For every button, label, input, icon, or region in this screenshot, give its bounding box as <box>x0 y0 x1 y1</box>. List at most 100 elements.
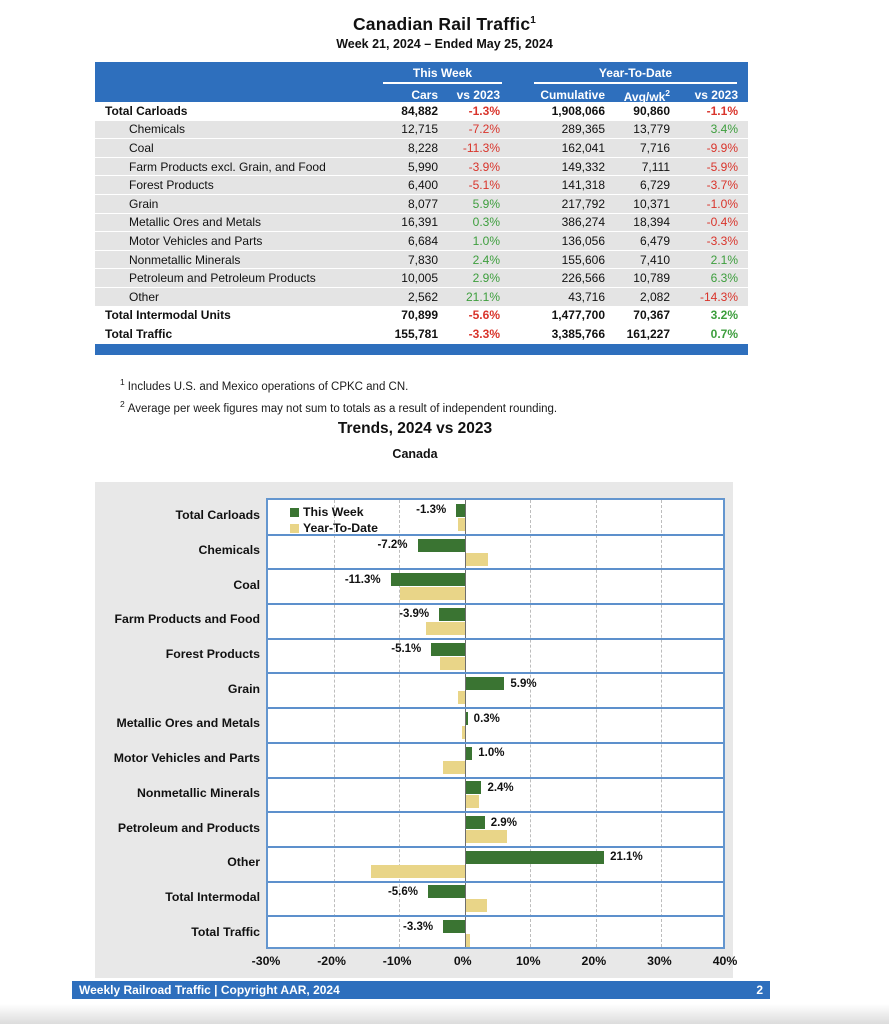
cell-ytd-vs-2023: 2.1% <box>710 252 738 267</box>
gridline <box>595 500 597 947</box>
cell-ytd-vs-2023: -14.3% <box>699 289 738 304</box>
column-header-avg-wk: Avg/wk2 <box>623 88 670 104</box>
group-header-year-to-date: Year-To-Date <box>534 65 737 84</box>
cell-ytd-vs-2023: -5.9% <box>706 159 738 174</box>
gridline <box>399 500 401 947</box>
cell-ytd-vs-2023: -1.1% <box>706 103 738 118</box>
row-separator <box>268 845 723 848</box>
page-footer: Weekly Railroad Traffic | Copyright AAR,… <box>72 981 770 999</box>
bar-year-to-date <box>465 899 487 913</box>
table-row: Other 2,562 21.1% 43,716 2,082 -14.3% <box>95 287 748 306</box>
bar-this-week <box>465 746 473 760</box>
cell-cars: 16,391 <box>401 215 438 230</box>
cell-avg-wk: 2,082 <box>639 289 670 304</box>
table-body: Total Carloads 84,882 -1.3% 1,908,066 90,860… <box>95 102 748 343</box>
page-title-text: Canadian Rail Traffic <box>352 14 531 34</box>
category-label: Motor Vehicles and Parts <box>113 751 260 766</box>
cell-ytd-vs-2023: 3.2% <box>710 308 738 323</box>
footer-page-number: 2 <box>756 983 763 997</box>
legend-item: Year-To-Date <box>290 520 378 536</box>
bar-value-label: 5.9% <box>510 677 537 690</box>
cell-week-vs-2023: -7.2% <box>468 122 500 137</box>
bar-this-week <box>465 850 605 864</box>
cell-cars: 8,077 <box>407 196 438 211</box>
cell-avg-wk: 7,111 <box>641 159 670 174</box>
bar-value-label: -1.3% <box>416 504 447 517</box>
gridline <box>530 500 532 947</box>
table-row: Forest Products 6,400 -5.1% 141,318 6,729 -3.… <box>95 176 748 194</box>
row-label: Total Carloads <box>105 103 188 118</box>
cell-week-vs-2023: 2.4% <box>472 252 500 267</box>
cell-cumulative: 43,716 <box>568 289 605 304</box>
cell-ytd-vs-2023: -3.3% <box>706 233 738 248</box>
bar-year-to-date <box>465 934 471 948</box>
row-separator <box>268 880 723 883</box>
x-axis-label: -20% <box>317 954 346 968</box>
gridline <box>333 500 335 947</box>
cell-ytd-vs-2023: -9.9% <box>706 140 738 155</box>
cell-avg-wk: 13,779 <box>633 122 670 137</box>
bar-this-week <box>439 607 465 621</box>
legend: This Week Year-To-Date <box>290 504 378 536</box>
category-label: Coal <box>233 577 260 592</box>
bar-year-to-date <box>440 656 465 670</box>
trends-chart: -1.3% -7.2% -11.3% -3.9% -5.1% 5.9% 0.3% 1.0% 2.… <box>95 482 737 978</box>
column-header-cars: Cars <box>411 88 438 102</box>
category-label: Petroleum and Products <box>117 820 260 835</box>
row-separator <box>268 707 723 710</box>
legend-item: This Week <box>290 504 378 520</box>
cell-ytd-vs-2023: 3.4% <box>710 122 738 137</box>
bar-this-week <box>427 885 465 899</box>
row-separator <box>268 568 723 571</box>
bar-value-label: -11.3% <box>344 573 381 586</box>
bar-value-label: 1.0% <box>478 747 505 760</box>
cell-week-vs-2023: 21.1% <box>465 289 500 304</box>
bar-this-week <box>456 503 465 517</box>
legend-label: This Week <box>303 505 364 519</box>
legend-swatch-this-week <box>290 507 299 517</box>
cell-cumulative: 155,606 <box>561 252 605 267</box>
group-header-this-week: This Week <box>383 65 502 84</box>
cell-week-vs-2023: 0.3% <box>472 215 500 230</box>
x-axis-label: -30% <box>251 954 281 968</box>
row-separator <box>268 533 723 536</box>
x-axis-label: -10% <box>382 954 412 968</box>
bar-year-to-date <box>458 691 465 705</box>
cell-week-vs-2023: 1.0% <box>472 233 500 248</box>
cell-week-vs-2023: -1.3% <box>468 103 500 118</box>
category-label: Total Intermodal <box>165 889 260 904</box>
category-label: Nonmetallic Minerals <box>136 785 260 800</box>
page-title: Canadian Rail Traffic1 <box>0 14 889 35</box>
bar-value-label: -3.9% <box>399 608 430 621</box>
table-row: Grain 8,077 5.9% 217,792 10,371 -1.0% <box>95 194 748 213</box>
bar-this-week <box>417 538 465 552</box>
row-separator <box>268 741 723 744</box>
legend-label: Year-To-Date <box>303 521 378 535</box>
row-label: Coal <box>129 140 154 155</box>
bar-value-label: -7.2% <box>377 539 408 552</box>
footnotes: 1 Includes U.S. and Mexico operations of … <box>120 377 557 421</box>
cell-avg-wk: 90,860 <box>633 103 670 118</box>
table-row: Total Intermodal Units 70,899 -5.6% 1,477,7… <box>95 306 748 325</box>
cell-week-vs-2023: -5.6% <box>468 308 500 323</box>
cell-avg-wk: 6,479 <box>639 233 670 248</box>
bar-value-label: 0.3% <box>473 712 500 725</box>
category-label: Total Carloads <box>175 508 261 523</box>
bar-this-week <box>465 712 468 725</box>
cell-cumulative: 1,477,700 <box>551 308 605 323</box>
cell-avg-wk: 161,227 <box>626 326 670 341</box>
category-label: Farm Products and Food <box>114 612 260 627</box>
cell-ytd-vs-2023: 0.7% <box>710 326 738 341</box>
cell-cumulative: 149,332 <box>561 159 605 174</box>
cell-week-vs-2023: -3.9% <box>468 159 500 174</box>
table-row: Farm Products excl. Grain, and Food 5,990… <box>95 157 748 176</box>
table-row: Nonmetallic Minerals 7,830 2.4% 155,606 7,41… <box>95 250 748 269</box>
bar-this-week <box>431 642 465 656</box>
cell-avg-wk: 6,729 <box>639 178 670 193</box>
category-label: Forest Products <box>165 647 260 662</box>
category-label: Total Traffic <box>191 924 260 939</box>
table-row: Metallic Ores and Metals 16,391 0.3% 386,27… <box>95 213 748 232</box>
table-header: This Week Year-To-Date Cars vs 2023 Cumu… <box>95 62 748 104</box>
page-bottom-fade <box>0 1004 889 1024</box>
footnote-1: 1 Includes U.S. and Mexico operations of … <box>120 377 409 393</box>
